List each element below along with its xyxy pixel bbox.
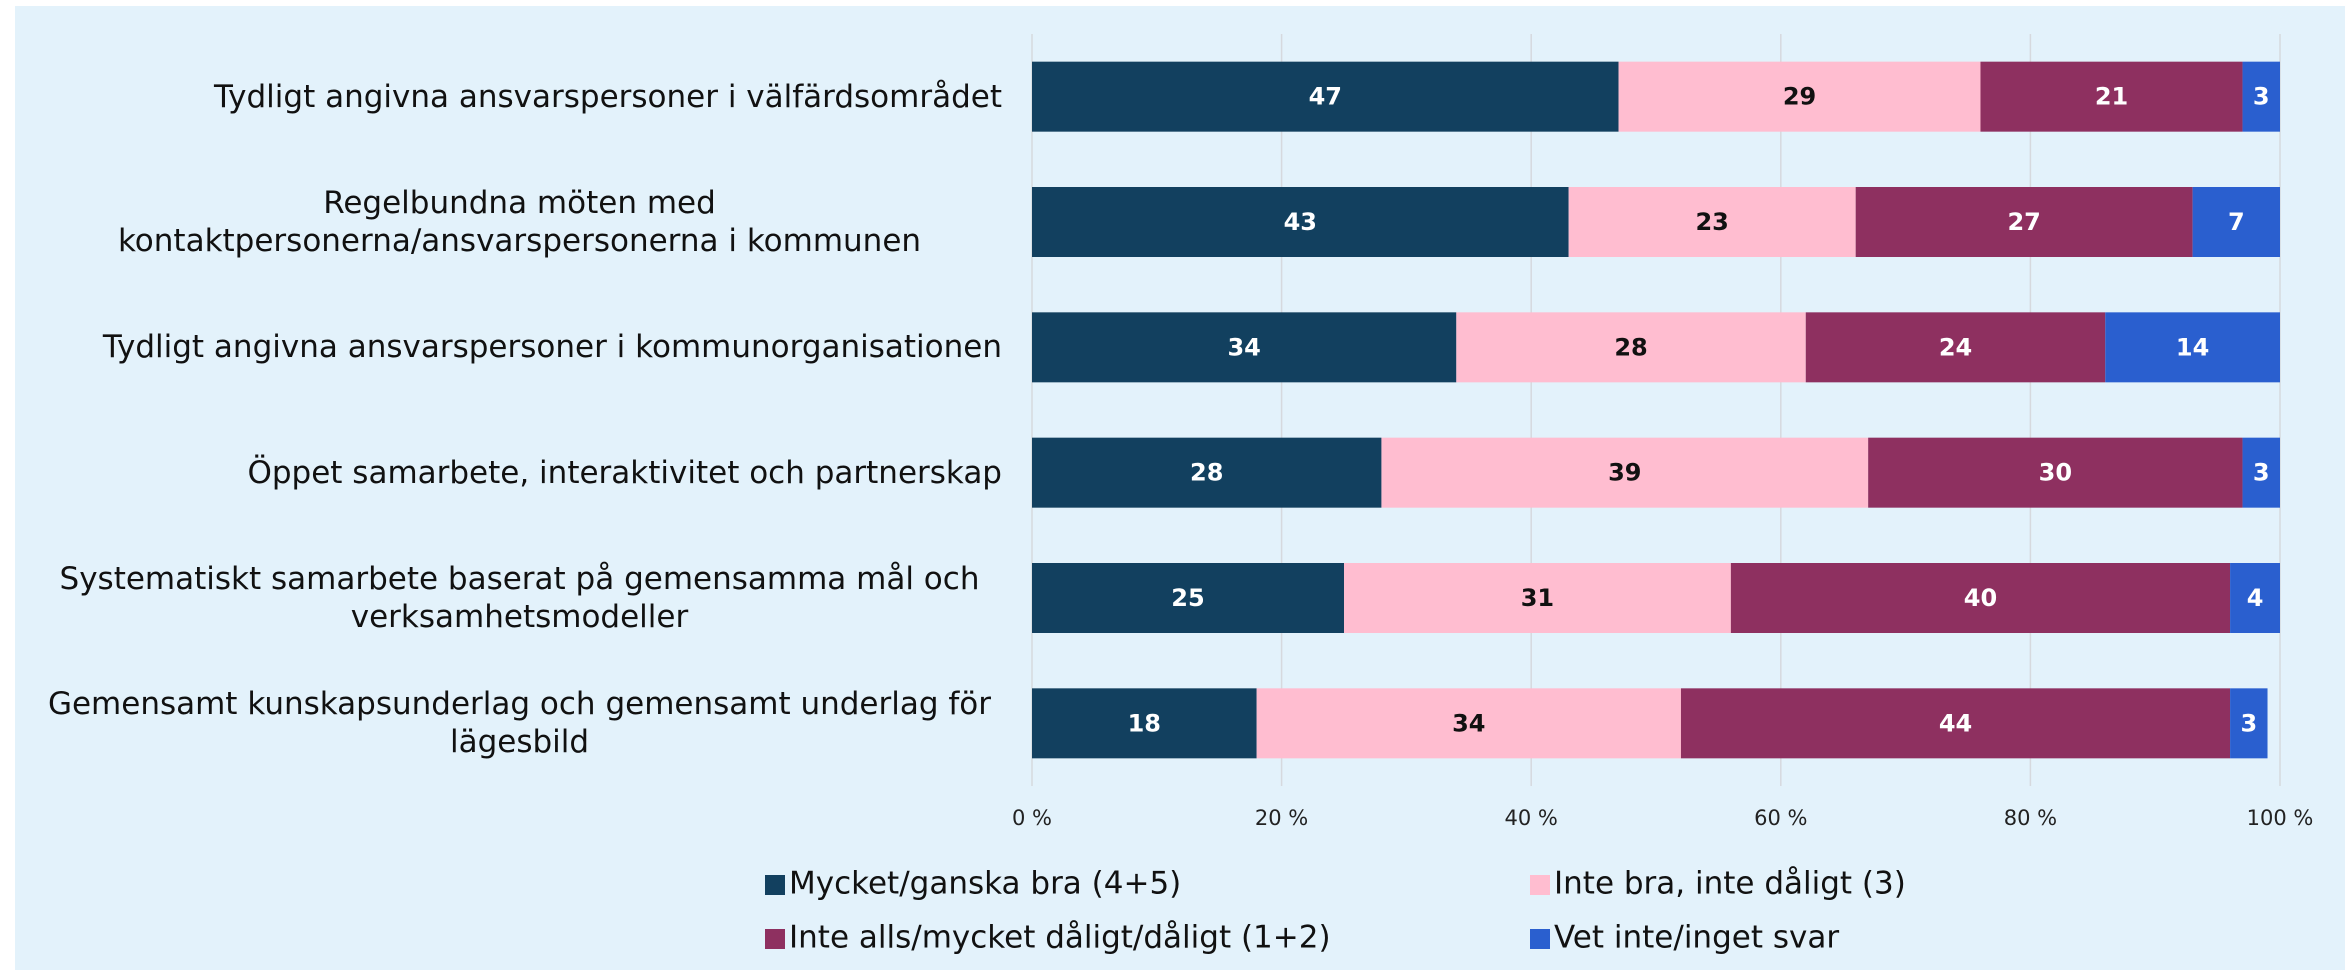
y-tick-label: Öppet samarbete, interaktivitet och part… <box>247 454 1002 491</box>
category-label-box: Regelbundna möten med kontaktpersonerna/… <box>32 184 1002 260</box>
legend-swatch <box>1530 929 1550 949</box>
x-tick-label: 80 % <box>2004 806 2057 830</box>
data-label: 34 <box>1227 333 1260 361</box>
bar-segment <box>1855 187 2193 257</box>
bar-segment <box>1256 688 1681 759</box>
data-label: 3 <box>2253 83 2270 111</box>
bar-segment <box>2105 312 2280 383</box>
legend-label: Mycket/ganska bra (4+5) <box>789 866 1181 902</box>
y-tick-label: Tydligt angivna ansvarspersoner i kommun… <box>102 329 1002 366</box>
data-label: 25 <box>1171 584 1204 612</box>
category-label-box: Tydligt angivna ansvarspersoner i kommun… <box>32 328 1002 366</box>
bar-segment <box>1032 437 1382 508</box>
legend-swatch <box>765 875 785 895</box>
data-label: 43 <box>1284 208 1317 236</box>
x-tick-label: 100 % <box>2247 806 2314 830</box>
data-label: 30 <box>2039 459 2072 487</box>
data-label: 28 <box>1190 459 1223 487</box>
x-tick-label: 20 % <box>1255 806 1308 830</box>
bar-segment <box>1032 563 1344 633</box>
data-label: 4 <box>2247 584 2264 612</box>
data-label: 21 <box>2095 83 2128 111</box>
bar-segment <box>2192 187 2280 257</box>
bar-segment <box>1344 563 1731 633</box>
data-label: 44 <box>1939 709 1972 737</box>
bar-segment <box>1680 688 2231 759</box>
bar-segment <box>2230 688 2268 759</box>
data-label: 14 <box>2176 333 2209 361</box>
bar-segment <box>1618 61 1981 132</box>
category-label-box: Gemensamt kunskapsunderlag och gemensamt… <box>32 685 1002 761</box>
bar-segment <box>1980 61 2243 132</box>
bar-segment <box>1032 61 1619 132</box>
bar-segment <box>2242 61 2280 132</box>
data-label: 28 <box>1614 333 1647 361</box>
bar-segment <box>1568 187 1856 257</box>
legend-swatch <box>1530 875 1550 895</box>
bar-segment <box>1032 312 1457 383</box>
data-label: 18 <box>1128 709 1161 737</box>
bar-segment <box>1730 563 2231 633</box>
data-label: 40 <box>1964 584 1997 612</box>
y-tick-label: Tydligt angivna ansvarspersoner i välfär… <box>214 78 1002 115</box>
data-label: 23 <box>1695 208 1728 236</box>
bar-segment <box>1032 187 1569 257</box>
legend-swatch <box>765 929 785 949</box>
y-tick-label: Regelbundna möten med kontaktpersonerna/… <box>117 185 922 259</box>
legend-label: Vet inte/inget svar <box>1554 920 1839 956</box>
bar-segment <box>1868 437 2243 508</box>
data-label: 3 <box>2253 459 2270 487</box>
data-label: 27 <box>2007 208 2040 236</box>
legend-label: Inte alls/mycket dåligt/dåligt (1+2) <box>789 920 1331 956</box>
x-tick-label: 0 % <box>1012 806 1052 830</box>
bar-segment <box>1805 312 2106 383</box>
data-label: 3 <box>2240 709 2257 737</box>
data-label: 39 <box>1608 459 1641 487</box>
data-label: 7 <box>2228 208 2245 236</box>
bar-segment <box>1032 688 1257 759</box>
category-label-box: Systematiskt samarbete baserat på gemens… <box>32 560 1002 636</box>
data-label: 29 <box>1783 83 1816 111</box>
data-label: 34 <box>1452 709 1485 737</box>
x-tick-label: 40 % <box>1505 806 1558 830</box>
x-tick-label: 60 % <box>1754 806 1807 830</box>
legend-label: Inte bra, inte dåligt (3) <box>1554 866 1906 902</box>
data-label: 24 <box>1939 333 1972 361</box>
bar-segment <box>2242 437 2280 508</box>
data-label: 47 <box>1309 83 1342 111</box>
bar-segment <box>1456 312 1806 383</box>
bar-segment <box>1381 437 1869 508</box>
bar-segment <box>2230 563 2280 633</box>
category-label-box: Öppet samarbete, interaktivitet och part… <box>32 454 1002 492</box>
data-label: 31 <box>1521 584 1554 612</box>
y-tick-label: Gemensamt kunskapsunderlag och gemensamt… <box>47 686 992 761</box>
y-tick-label: Systematiskt samarbete baserat på gemens… <box>59 561 980 635</box>
category-label-box: Tydligt angivna ansvarspersoner i välfär… <box>32 78 1002 116</box>
